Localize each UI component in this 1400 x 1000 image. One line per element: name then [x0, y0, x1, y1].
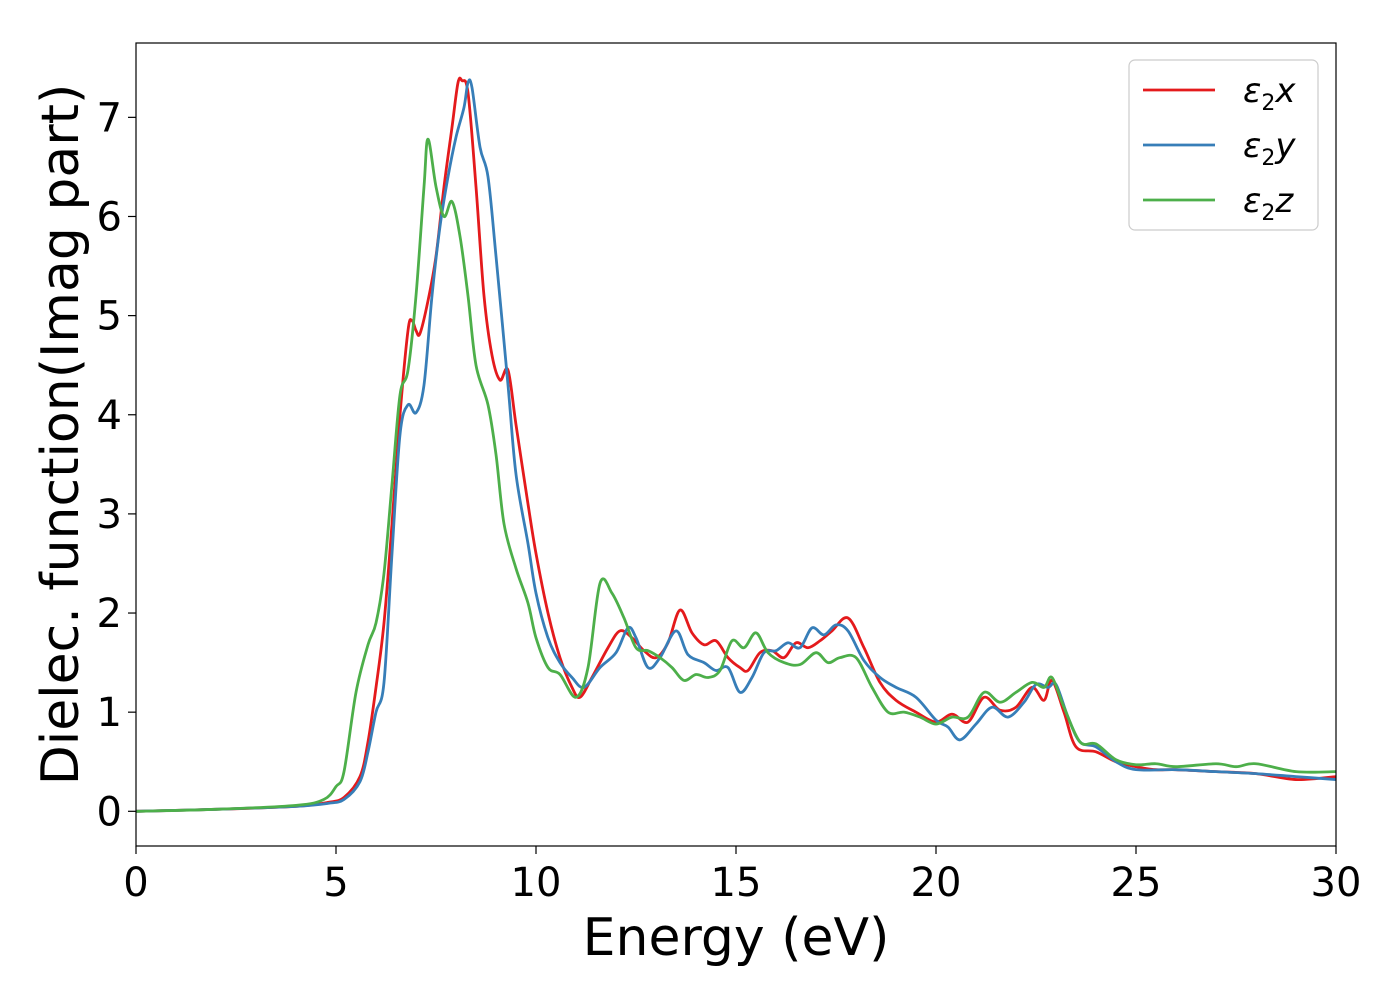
y-tick-label: 6 — [97, 194, 122, 240]
x-tick-label: 10 — [511, 860, 562, 906]
legend-label-y: ε2y — [1243, 126, 1296, 171]
y-axis-label: Dielec. function(Imag part) — [31, 84, 91, 786]
x-tick-label: 20 — [911, 860, 962, 906]
legend-label-z: ε2z — [1243, 181, 1294, 226]
y-tick-label: 0 — [97, 789, 122, 835]
y-axis: 0 1 2 3 4 5 6 7 — [97, 95, 136, 835]
x-tick-label: 15 — [711, 860, 762, 906]
x-tick-label: 5 — [323, 860, 348, 906]
y-tick-label: 7 — [97, 95, 122, 141]
x-tick-label: 25 — [1111, 860, 1162, 906]
series-line-z — [136, 137, 1336, 813]
legend-label-x: ε2x — [1243, 71, 1296, 116]
x-axis: 0 5 10 15 20 25 30 — [123, 846, 1361, 906]
legend-box — [1128, 59, 1319, 231]
y-tick-label: 4 — [97, 393, 122, 439]
x-tick-label: 0 — [123, 860, 148, 906]
y-tick-label: 3 — [97, 492, 122, 538]
x-axis-label: Energy (eV) — [583, 908, 890, 968]
y-tick-label: 2 — [97, 591, 122, 637]
series-layer — [136, 76, 1336, 813]
x-tick-label: 30 — [1311, 860, 1362, 906]
y-tick-label: 1 — [97, 690, 122, 736]
legend: ε2x ε2y ε2z — [1128, 59, 1319, 231]
y-tick-label: 5 — [97, 294, 122, 340]
